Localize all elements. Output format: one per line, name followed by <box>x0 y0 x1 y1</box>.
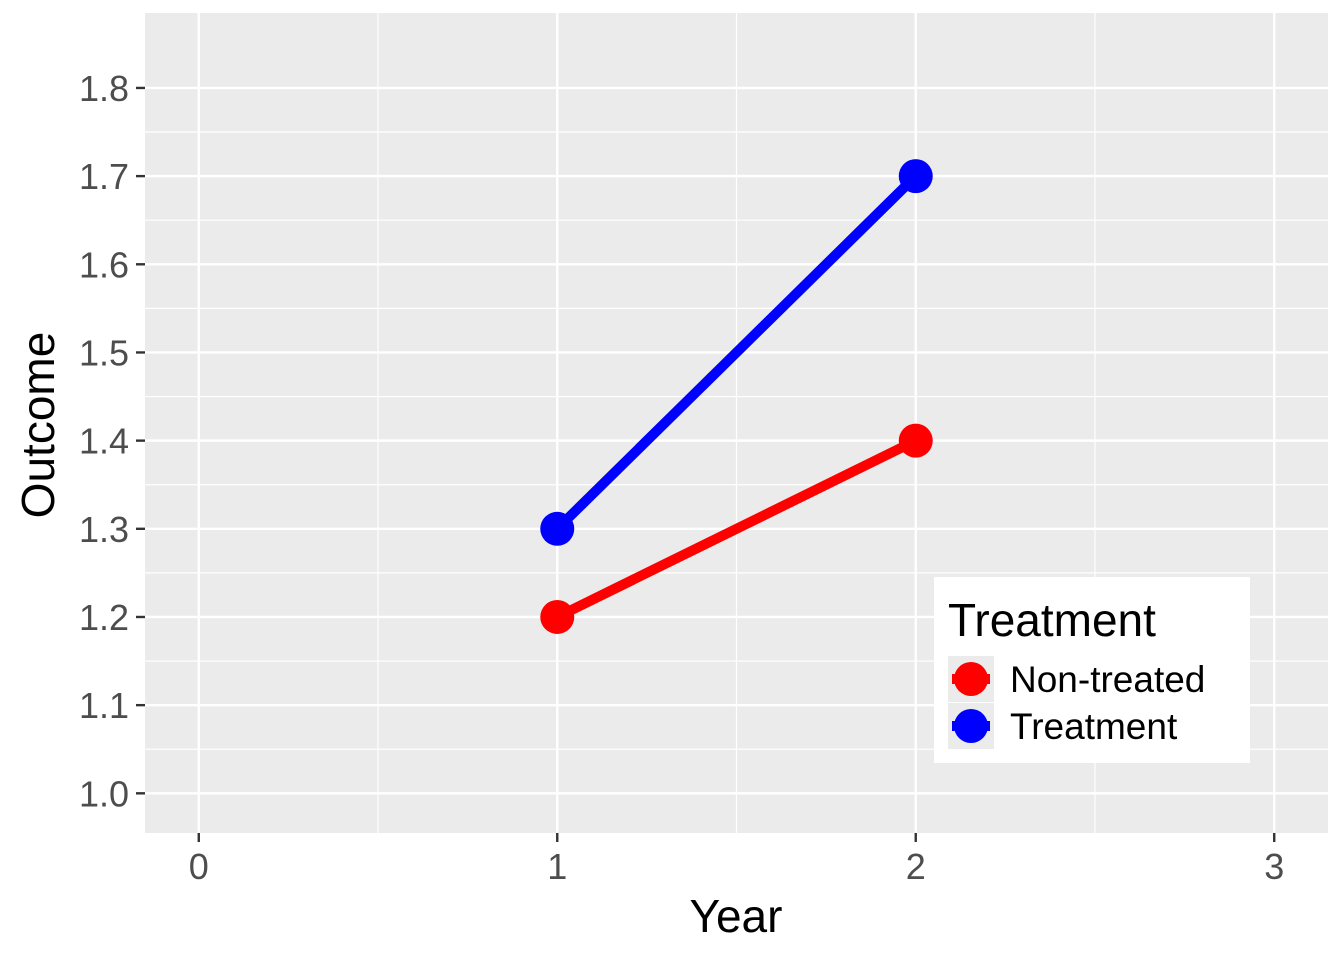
legend: Treatment Non-treated Treatment <box>934 577 1250 763</box>
data-point <box>540 599 575 634</box>
legend-key-point <box>954 662 988 696</box>
y-tick-label: 1.2 <box>79 597 129 638</box>
series-line <box>552 435 921 622</box>
data-point <box>540 511 575 546</box>
y-tick-label: 1.5 <box>79 332 129 373</box>
y-tick-label: 1.3 <box>79 509 129 550</box>
y-tick-label: 1.6 <box>79 244 129 285</box>
legend-label: Treatment <box>1010 706 1178 747</box>
legend-title: Treatment <box>948 594 1156 646</box>
y-tick-label: 1.4 <box>79 421 129 462</box>
y-tick-label: 1.0 <box>79 773 129 814</box>
data-point <box>898 423 933 458</box>
data-point <box>898 159 933 194</box>
series-lines <box>552 171 921 622</box>
y-tick-label: 1.7 <box>79 156 129 197</box>
x-tick-label: 0 <box>189 846 209 887</box>
x-tick-label: 2 <box>906 846 926 887</box>
grid-minor <box>145 13 1328 833</box>
x-tick-label: 1 <box>547 846 567 887</box>
legend-key-point <box>954 709 988 743</box>
grid-major <box>145 13 1328 833</box>
y-tick-label: 1.1 <box>79 685 129 726</box>
x-axis-title: Year <box>690 890 783 942</box>
series-points <box>540 159 933 634</box>
legend-label: Non-treated <box>1010 659 1205 700</box>
series-line <box>552 171 921 534</box>
x-axis: 0 1 2 3 <box>189 833 1284 887</box>
x-tick-label: 3 <box>1264 846 1284 887</box>
y-tick-label: 1.8 <box>79 68 129 109</box>
y-axis: 1.0 1.1 1.2 1.3 1.4 1.5 1.6 1.7 1.8 <box>79 68 145 814</box>
y-axis-title: Outcome <box>12 332 64 519</box>
